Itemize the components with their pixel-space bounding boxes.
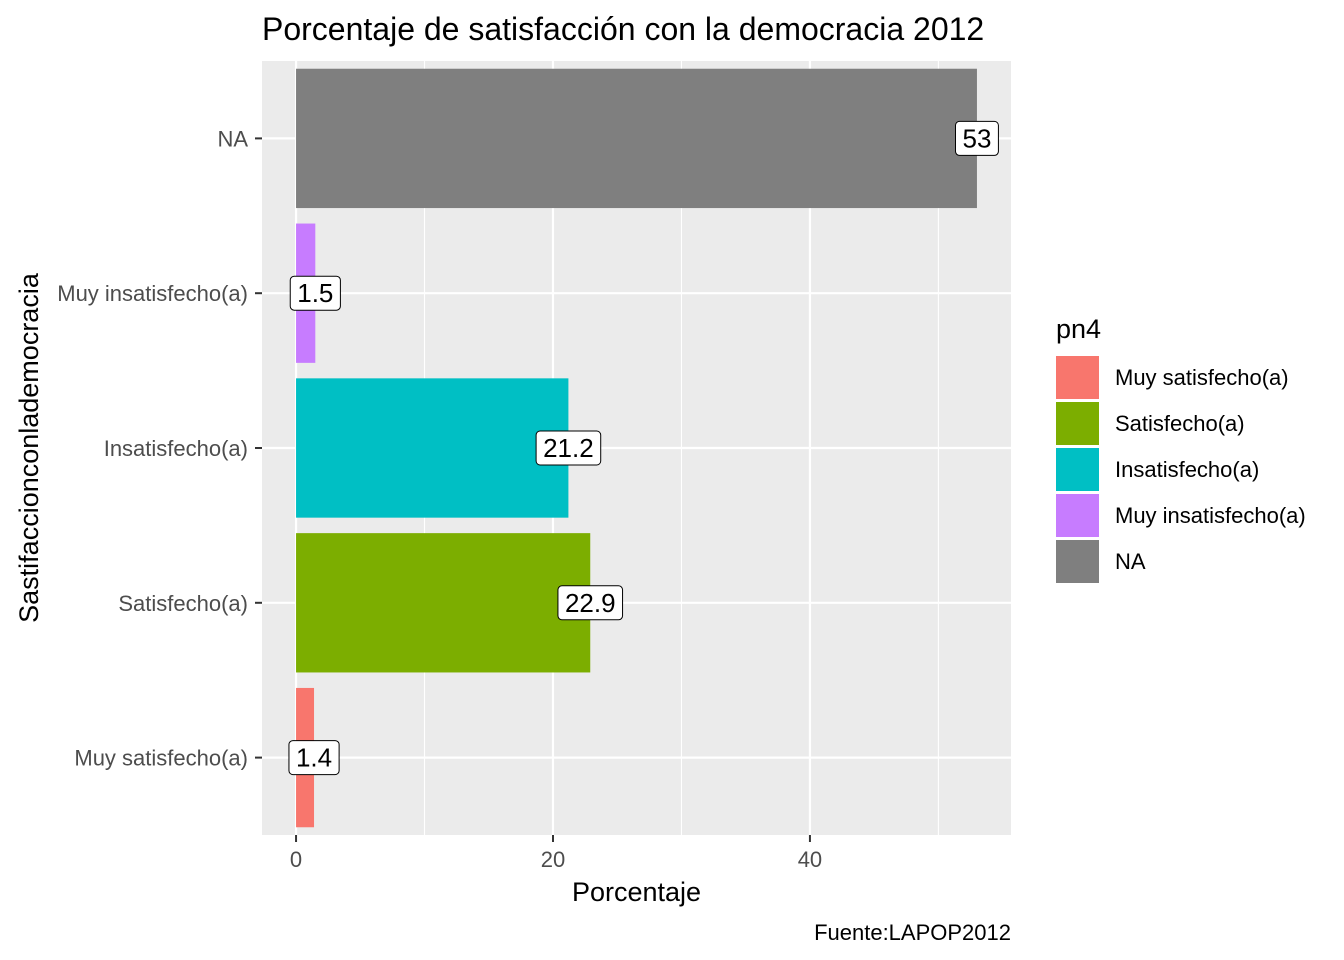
bar xyxy=(296,533,591,673)
bar xyxy=(296,68,977,209)
x-tick-label: 40 xyxy=(798,847,822,872)
legend: pn4 Muy satisfecho(a) Satisfecho(a) Insati… xyxy=(1056,314,1306,583)
data-label-text: 1.4 xyxy=(296,743,332,773)
data-label-text: 1.5 xyxy=(297,278,333,308)
data-label-text: 22.9 xyxy=(565,588,616,618)
y-axis-title: Sastifaccionconlademocracia xyxy=(14,272,44,623)
data-label: 1.5 xyxy=(289,275,341,311)
legend-label: Insatisfecho(a) xyxy=(1115,457,1259,482)
y-tick-label: Muy insatisfecho(a) xyxy=(57,281,248,306)
legend-key xyxy=(1056,402,1099,445)
y-tick-label: Satisfecho(a) xyxy=(118,591,248,616)
data-label-box xyxy=(954,120,999,156)
data-label-box xyxy=(288,740,340,776)
data-label-box xyxy=(289,275,341,311)
data-label: 1.4 xyxy=(288,740,340,776)
legend-label: Muy insatisfecho(a) xyxy=(1115,503,1306,528)
data-label-text: 21.2 xyxy=(543,433,594,463)
x-tick-label: 0 xyxy=(290,847,302,872)
legend-label: Satisfecho(a) xyxy=(1115,411,1245,436)
legend-title: pn4 xyxy=(1056,314,1101,344)
data-label: 53 xyxy=(954,120,999,156)
legend-key xyxy=(1056,448,1099,491)
legend-label: NA xyxy=(1115,549,1146,574)
y-tick-label: NA xyxy=(217,126,248,151)
y-tick-label: Insatisfecho(a) xyxy=(104,436,248,461)
y-tick-label: Muy satisfecho(a) xyxy=(74,746,248,771)
x-tick-label: 20 xyxy=(541,847,565,872)
axes: 0 20 40 Muy satisfecho(a) Satisfecho(a) Insat… xyxy=(57,126,822,872)
bars xyxy=(296,68,977,828)
data-label-text: 53 xyxy=(962,123,991,153)
data-label-box xyxy=(535,430,602,466)
data-label-box xyxy=(557,585,624,621)
data-labels: 1.4 22.9 21.2 1.5 53 xyxy=(288,120,999,776)
legend-label: Muy satisfecho(a) xyxy=(1115,365,1289,390)
data-label: 22.9 xyxy=(557,585,624,621)
legend-key xyxy=(1056,356,1099,399)
bar xyxy=(296,378,569,518)
legend-key xyxy=(1056,540,1099,583)
data-label: 21.2 xyxy=(535,430,602,466)
caption: Fuente:LAPOP2012 xyxy=(814,920,1011,945)
chart-title: Porcentaje de satisfacción con la democr… xyxy=(262,11,984,47)
legend-key xyxy=(1056,494,1099,537)
x-axis-title: Porcentaje xyxy=(572,877,701,907)
